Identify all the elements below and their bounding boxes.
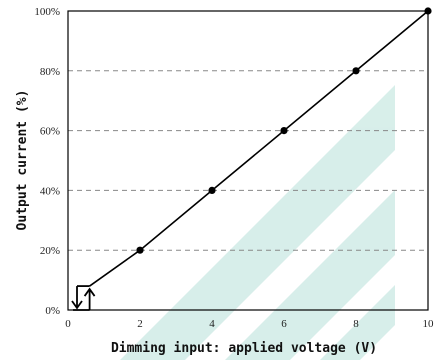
data-point <box>136 247 143 254</box>
y-axis-title: Output current (%) <box>15 90 30 231</box>
y-tick-label: 20% <box>40 245 60 257</box>
x-tick-label: 4 <box>209 318 215 330</box>
data-point <box>352 67 359 74</box>
data-point <box>208 187 215 194</box>
y-tick-label: 100% <box>34 6 60 18</box>
x-tick-label: 2 <box>137 318 143 330</box>
y-tick-labels: 0% 20% 40% 60% 80% 100% <box>34 6 60 317</box>
y-tick-label: 80% <box>40 66 60 78</box>
y-tick-label: 60% <box>40 126 60 138</box>
x-tick-label: 10 <box>423 318 435 330</box>
hysteresis-box <box>72 286 95 310</box>
y-tick-label: 40% <box>40 185 60 197</box>
x-tick-label: 0 <box>65 318 71 330</box>
x-tick-label: 8 <box>353 318 359 330</box>
x-axis-title: Dimming input: applied voltage (V) <box>111 341 377 356</box>
data-point <box>424 7 431 14</box>
y-tick-label: 0% <box>45 305 60 317</box>
x-tick-label: 6 <box>281 318 287 330</box>
data-point <box>280 127 287 134</box>
